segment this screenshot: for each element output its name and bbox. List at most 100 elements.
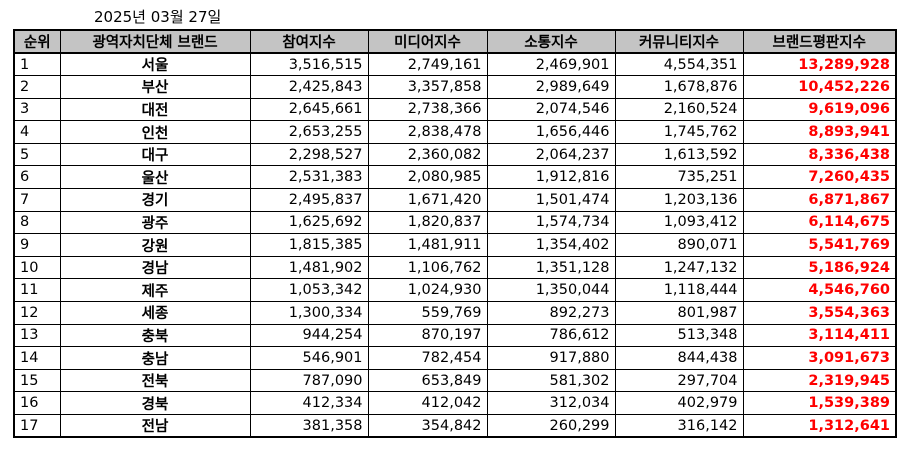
cell-brand: 충남 bbox=[59, 346, 251, 370]
cell-communication: 1,351,128 bbox=[486, 255, 616, 280]
cell-reputation: 1,312,641 bbox=[742, 414, 897, 438]
cell-media: 1,106,762 bbox=[367, 255, 488, 280]
header-communication: 소통지수 bbox=[486, 29, 616, 54]
cell-participation: 3,516,515 bbox=[249, 52, 369, 77]
header-participation: 참여지수 bbox=[249, 29, 369, 54]
cell-media: 559,769 bbox=[367, 301, 488, 325]
cell-brand: 경남 bbox=[59, 255, 251, 280]
cell-brand: 세종 bbox=[59, 301, 251, 325]
cell-participation: 381,358 bbox=[249, 414, 369, 438]
header-rank: 순위 bbox=[13, 29, 61, 54]
cell-participation: 1,815,385 bbox=[249, 233, 369, 257]
cell-media: 2,749,161 bbox=[367, 52, 488, 77]
cell-reputation: 8,336,438 bbox=[742, 142, 897, 167]
cell-communication: 1,912,816 bbox=[486, 165, 616, 190]
cell-brand: 광주 bbox=[59, 210, 251, 235]
cell-brand: 경기 bbox=[59, 188, 251, 212]
cell-participation: 787,090 bbox=[249, 368, 369, 393]
cell-rank: 17 bbox=[13, 414, 61, 438]
cell-community: 2,160,524 bbox=[614, 97, 744, 122]
cell-participation: 2,298,527 bbox=[249, 142, 369, 167]
cell-rank: 11 bbox=[13, 278, 61, 303]
table-row: 7 경기 2,495,837 1,671,420 1,501,474 1,203,136 6… bbox=[13, 188, 897, 212]
cell-community: 1,745,762 bbox=[614, 120, 744, 144]
table-row: 5 대구 2,298,527 2,360,082 2,064,237 1,613,592 8… bbox=[13, 142, 897, 167]
cell-reputation: 3,554,363 bbox=[742, 301, 897, 325]
cell-community: 735,251 bbox=[614, 165, 744, 190]
cell-rank: 2 bbox=[13, 75, 61, 99]
cell-rank: 1 bbox=[13, 52, 61, 77]
cell-reputation: 9,619,096 bbox=[742, 97, 897, 122]
cell-brand: 제주 bbox=[59, 278, 251, 303]
table-row: 6 울산 2,531,383 2,080,985 1,912,816 735,251 7,2… bbox=[13, 165, 897, 190]
cell-media: 870,197 bbox=[367, 323, 488, 348]
table-row: 8 광주 1,625,692 1,820,837 1,574,734 1,093,412 6… bbox=[13, 210, 897, 235]
cell-communication: 1,656,446 bbox=[486, 120, 616, 144]
table-row: 15 전북 787,090 653,849 581,302 297,704 2,319,94… bbox=[13, 368, 897, 393]
cell-communication: 1,574,734 bbox=[486, 210, 616, 235]
cell-communication: 260,299 bbox=[486, 414, 616, 438]
table-row: 4 인천 2,653,255 2,838,478 1,656,446 1,745,762 8… bbox=[13, 120, 897, 144]
table-row: 1 서울 3,516,515 2,749,161 2,469,901 4,554,351 1… bbox=[13, 52, 897, 77]
cell-reputation: 5,186,924 bbox=[742, 255, 897, 280]
header-reputation: 브랜드평판지수 bbox=[742, 29, 897, 54]
table-row: 11 제주 1,053,342 1,024,930 1,350,044 1,118,444… bbox=[13, 278, 897, 303]
cell-media: 2,080,985 bbox=[367, 165, 488, 190]
cell-communication: 1,350,044 bbox=[486, 278, 616, 303]
cell-participation: 2,645,661 bbox=[249, 97, 369, 122]
table-row: 12 세종 1,300,334 559,769 892,273 801,987 3,554,… bbox=[13, 301, 897, 325]
cell-rank: 7 bbox=[13, 188, 61, 212]
cell-brand: 대구 bbox=[59, 142, 251, 167]
cell-brand: 서울 bbox=[59, 52, 251, 77]
table-row: 14 충남 546,901 782,454 917,880 844,438 3,091,67… bbox=[13, 346, 897, 370]
cell-rank: 6 bbox=[13, 165, 61, 190]
cell-participation: 1,053,342 bbox=[249, 278, 369, 303]
cell-reputation: 8,893,941 bbox=[742, 120, 897, 144]
cell-media: 3,357,858 bbox=[367, 75, 488, 99]
cell-reputation: 3,114,411 bbox=[742, 323, 897, 348]
cell-participation: 1,300,334 bbox=[249, 301, 369, 325]
cell-rank: 3 bbox=[13, 97, 61, 122]
cell-community: 890,071 bbox=[614, 233, 744, 257]
cell-participation: 944,254 bbox=[249, 323, 369, 348]
cell-media: 653,849 bbox=[367, 368, 488, 393]
cell-rank: 10 bbox=[13, 255, 61, 280]
cell-media: 2,360,082 bbox=[367, 142, 488, 167]
cell-participation: 1,625,692 bbox=[249, 210, 369, 235]
cell-participation: 2,495,837 bbox=[249, 188, 369, 212]
cell-communication: 892,273 bbox=[486, 301, 616, 325]
cell-rank: 14 bbox=[13, 346, 61, 370]
cell-community: 801,987 bbox=[614, 301, 744, 325]
cell-community: 1,203,136 bbox=[614, 188, 744, 212]
cell-community: 1,093,412 bbox=[614, 210, 744, 235]
cell-community: 316,142 bbox=[614, 414, 744, 438]
cell-rank: 12 bbox=[13, 301, 61, 325]
cell-participation: 412,334 bbox=[249, 391, 369, 415]
table-row: 10 경남 1,481,902 1,106,762 1,351,128 1,247,132… bbox=[13, 255, 897, 280]
cell-media: 1,671,420 bbox=[367, 188, 488, 212]
cell-participation: 1,481,902 bbox=[249, 255, 369, 280]
cell-communication: 1,501,474 bbox=[486, 188, 616, 212]
cell-communication: 786,612 bbox=[486, 323, 616, 348]
cell-reputation: 7,260,435 bbox=[742, 165, 897, 190]
cell-reputation: 10,452,226 bbox=[742, 75, 897, 99]
table-row: 13 충북 944,254 870,197 786,612 513,348 3,114,41… bbox=[13, 323, 897, 348]
cell-media: 1,481,911 bbox=[367, 233, 488, 257]
header-brand: 광역자치단체 브랜드 bbox=[59, 29, 251, 54]
cell-communication: 1,354,402 bbox=[486, 233, 616, 257]
cell-community: 1,613,592 bbox=[614, 142, 744, 167]
header-row: 순위 광역자치단체 브랜드 참여지수 미디어지수 소통지수 커뮤니티지수 브랜드… bbox=[13, 29, 897, 54]
cell-reputation: 6,114,675 bbox=[742, 210, 897, 235]
header-media: 미디어지수 bbox=[367, 29, 488, 54]
cell-community: 844,438 bbox=[614, 346, 744, 370]
cell-media: 782,454 bbox=[367, 346, 488, 370]
table-body: 1 서울 3,516,515 2,749,161 2,469,901 4,554,351 1… bbox=[13, 52, 897, 438]
table-row: 9 강원 1,815,385 1,481,911 1,354,402 890,071 5,5… bbox=[13, 233, 897, 257]
cell-media: 1,024,930 bbox=[367, 278, 488, 303]
cell-participation: 2,425,843 bbox=[249, 75, 369, 99]
cell-communication: 2,989,649 bbox=[486, 75, 616, 99]
cell-brand: 충북 bbox=[59, 323, 251, 348]
cell-participation: 546,901 bbox=[249, 346, 369, 370]
cell-reputation: 2,319,945 bbox=[742, 368, 897, 393]
cell-media: 412,042 bbox=[367, 391, 488, 415]
